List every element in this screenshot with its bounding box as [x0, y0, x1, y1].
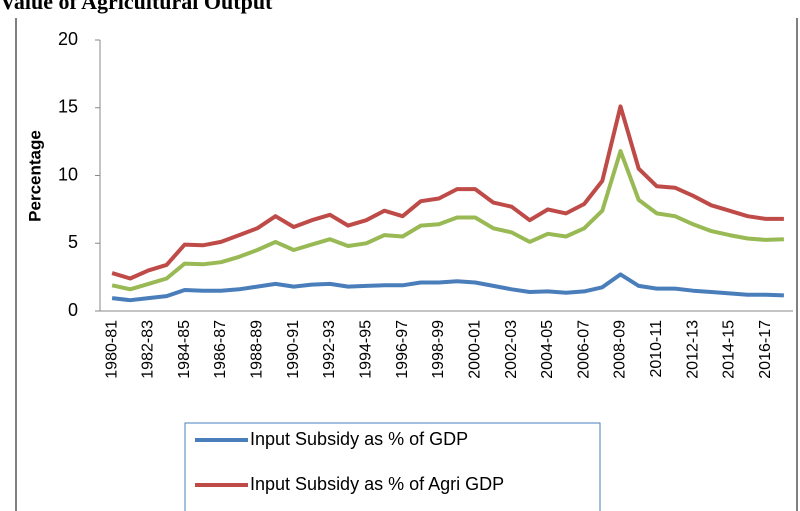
y-tick-label: 5: [68, 232, 78, 252]
x-tick-label: 2002-03: [503, 320, 520, 379]
chart-title: Value of Agricultural Output: [0, 0, 273, 14]
x-tick-label: 2000-01: [466, 320, 483, 379]
x-tick-label: 1994-95: [358, 320, 375, 379]
x-tick-label: 1982-83: [140, 320, 157, 379]
x-tick-label: 1998-99: [430, 320, 447, 379]
y-tick-label: 0: [68, 300, 78, 320]
y-tick-label: 15: [58, 97, 78, 117]
x-tick-label: 2004-05: [539, 320, 556, 379]
x-tick-label: 1980-81: [103, 320, 120, 379]
line-series: [111, 272, 784, 303]
x-tick-label: 1992-93: [321, 320, 338, 379]
x-tick-label: 2012-13: [684, 320, 701, 379]
line-series: [111, 104, 784, 281]
x-tick-label: 2014-15: [721, 320, 738, 379]
x-tick-label: 1988-89: [249, 320, 266, 379]
y-tick-label: 10: [58, 164, 78, 184]
y-axis-label: Percentage: [25, 130, 44, 222]
y-tick-label: 20: [58, 29, 78, 49]
x-tick-label: 1986-87: [212, 320, 229, 379]
line-series: [111, 149, 784, 292]
x-tick-label: 2016-17: [757, 320, 774, 379]
legend-label: Input Subsidy as % of GDP: [250, 429, 468, 449]
x-tick-label: 1984-85: [176, 320, 193, 379]
x-tick-label: 2008-09: [612, 320, 629, 379]
x-tick-label: 1996-97: [394, 320, 411, 379]
x-tick-label: 2006-07: [575, 320, 592, 379]
x-tick-label: 1990-91: [285, 320, 302, 379]
legend: [184, 422, 601, 511]
x-tick-label: 2010-11: [648, 320, 665, 378]
legend-label: Input Subsidy as % of Agri GDP: [250, 474, 504, 494]
